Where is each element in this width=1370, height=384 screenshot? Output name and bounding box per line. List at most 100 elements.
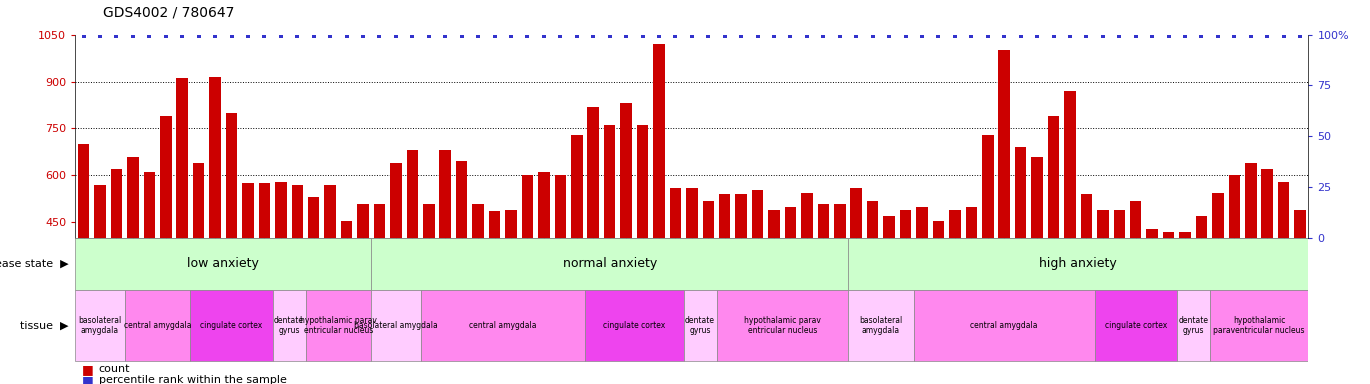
Bar xyxy=(1048,116,1059,238)
Bar xyxy=(275,182,286,238)
Point xyxy=(89,33,111,39)
Bar xyxy=(818,204,829,238)
Bar xyxy=(456,161,467,238)
Bar xyxy=(900,210,911,238)
Bar xyxy=(736,194,747,238)
Point xyxy=(270,33,292,39)
Bar xyxy=(848,290,914,361)
Bar xyxy=(1147,229,1158,238)
Bar xyxy=(966,207,977,238)
Bar xyxy=(801,193,812,238)
Bar xyxy=(949,210,960,238)
Text: count: count xyxy=(99,364,130,374)
Bar xyxy=(144,172,155,238)
Bar xyxy=(177,78,188,238)
Bar xyxy=(522,175,533,238)
Bar xyxy=(848,238,1308,290)
Point xyxy=(681,33,703,39)
Point xyxy=(1010,33,1032,39)
Bar xyxy=(75,290,125,361)
Bar xyxy=(95,185,105,238)
Bar xyxy=(785,207,796,238)
Bar xyxy=(226,113,237,238)
Bar xyxy=(374,204,385,238)
Bar xyxy=(111,169,122,238)
Point xyxy=(533,33,555,39)
Bar xyxy=(1180,232,1191,238)
Bar xyxy=(473,204,484,238)
Point xyxy=(418,33,440,39)
Bar xyxy=(259,183,270,238)
Point xyxy=(138,33,160,39)
Point xyxy=(1158,33,1180,39)
Text: high anxiety: high anxiety xyxy=(1040,258,1117,270)
Bar xyxy=(555,175,566,238)
Point xyxy=(286,33,308,39)
Point xyxy=(697,33,719,39)
Point xyxy=(385,33,407,39)
Bar xyxy=(1095,290,1177,361)
Point xyxy=(1141,33,1163,39)
Point xyxy=(796,33,818,39)
Bar xyxy=(306,290,371,361)
Text: dentate
gyrus: dentate gyrus xyxy=(685,316,715,335)
Point xyxy=(484,33,506,39)
Bar xyxy=(292,185,303,238)
Bar xyxy=(1295,210,1306,238)
Bar xyxy=(538,172,549,238)
Bar xyxy=(160,116,171,238)
Text: cingulate cortex: cingulate cortex xyxy=(603,321,666,330)
Point xyxy=(336,33,358,39)
Point xyxy=(944,33,966,39)
Point xyxy=(648,33,670,39)
Point xyxy=(927,33,949,39)
Bar xyxy=(325,185,336,238)
Point xyxy=(812,33,834,39)
Point xyxy=(352,33,374,39)
Bar xyxy=(1163,232,1174,238)
Point xyxy=(401,33,423,39)
Point xyxy=(977,33,999,39)
Text: central amygdala: central amygdala xyxy=(469,321,537,330)
Bar xyxy=(341,221,352,238)
Bar xyxy=(358,204,369,238)
Bar xyxy=(571,135,582,238)
Bar xyxy=(371,290,421,361)
Text: dentate
gyrus: dentate gyrus xyxy=(1178,316,1208,335)
Bar xyxy=(1081,194,1092,238)
Point xyxy=(1043,33,1064,39)
Bar xyxy=(884,216,895,238)
Point xyxy=(253,33,275,39)
Bar xyxy=(585,290,684,361)
Point xyxy=(105,33,127,39)
Point xyxy=(1174,33,1196,39)
Point xyxy=(221,33,242,39)
Bar xyxy=(637,125,648,238)
Bar xyxy=(1212,193,1223,238)
Point xyxy=(319,33,341,39)
Point xyxy=(549,33,571,39)
Point xyxy=(862,33,884,39)
Bar xyxy=(604,125,615,238)
Text: central amygdala: central amygdala xyxy=(123,321,192,330)
Text: disease state  ▶: disease state ▶ xyxy=(0,259,68,269)
Point xyxy=(960,33,982,39)
Bar xyxy=(752,190,763,238)
Bar xyxy=(127,157,138,238)
Bar xyxy=(242,183,253,238)
Bar xyxy=(670,188,681,238)
Point xyxy=(237,33,259,39)
Text: hypothalamic parav
entricular nucleus: hypothalamic parav entricular nucleus xyxy=(300,316,377,335)
Point xyxy=(714,33,736,39)
Point xyxy=(566,33,588,39)
Point xyxy=(1026,33,1048,39)
Bar xyxy=(588,107,599,238)
Point xyxy=(993,33,1015,39)
Bar xyxy=(407,151,418,238)
Text: GDS4002 / 780647: GDS4002 / 780647 xyxy=(103,5,234,19)
Bar xyxy=(1032,157,1043,238)
Point xyxy=(1108,33,1130,39)
Point xyxy=(1075,33,1097,39)
Point xyxy=(895,33,917,39)
Text: percentile rank within the sample: percentile rank within the sample xyxy=(99,375,286,384)
